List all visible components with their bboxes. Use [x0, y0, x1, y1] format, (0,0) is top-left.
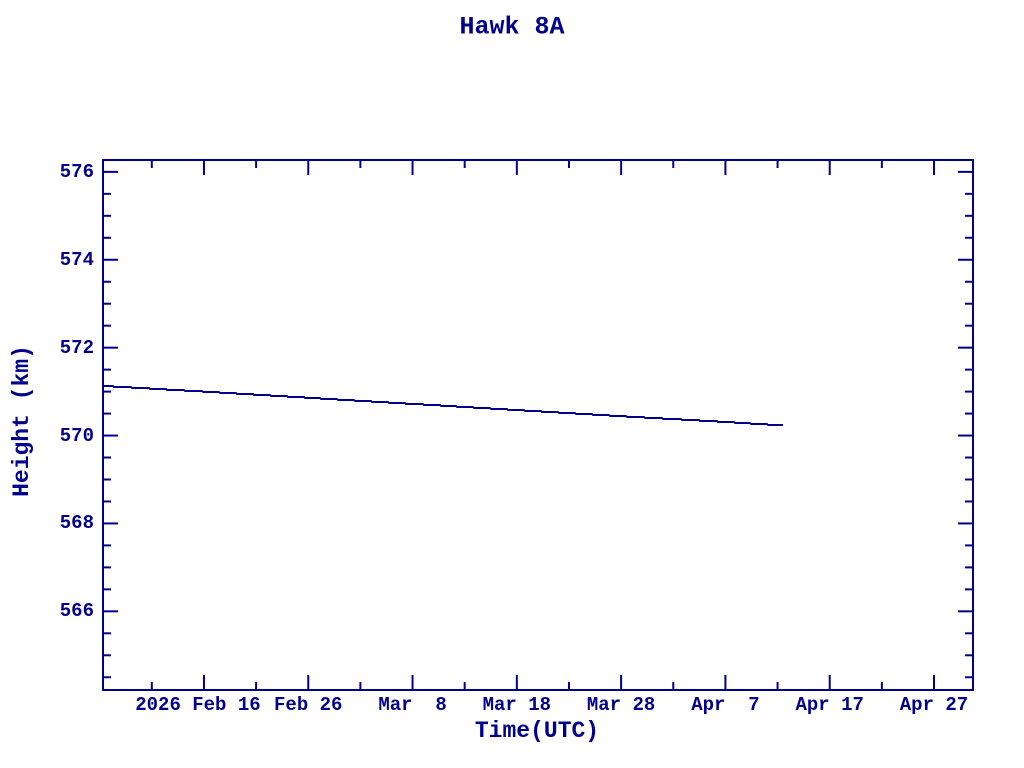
x-tick-label: Feb 26	[274, 694, 343, 716]
y-tick-label: 568	[59, 512, 94, 535]
y-axis-title: Height (km)	[9, 345, 35, 497]
x-axis-title: Time(UTC)	[474, 718, 600, 744]
x-tick-label: Mar 18	[482, 694, 552, 716]
y-tick-label: 570	[59, 424, 94, 447]
y-tick-label: 576	[59, 160, 94, 183]
x-tick-label: Mar 28	[586, 694, 656, 716]
plot-border	[102, 159, 974, 691]
x-tick-label: Mar 8	[378, 694, 447, 716]
y-tick-label: 572	[59, 336, 94, 359]
x-tick-label: Apr 17	[795, 694, 864, 716]
height-series-line	[103, 385, 783, 426]
x-tick-label: Apr 27	[899, 694, 969, 716]
x-tick-label: Apr 7	[691, 694, 760, 716]
y-tick-label: 566	[59, 600, 94, 623]
x-tick-label: 2026 Feb 16	[135, 694, 261, 716]
y-tick-label: 574	[59, 248, 94, 271]
chart-title: Hawk 8A	[459, 12, 565, 42]
